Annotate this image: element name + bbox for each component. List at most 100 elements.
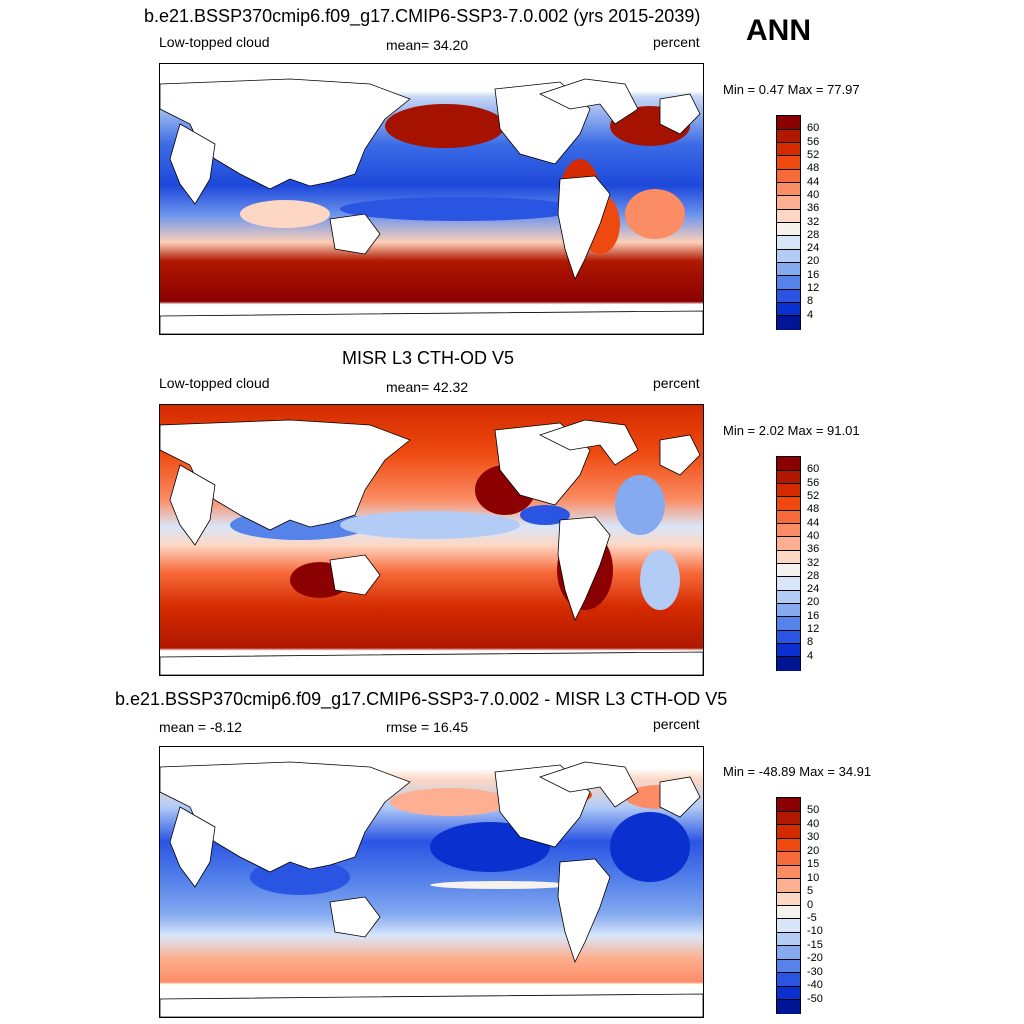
colorbar-label: 36 bbox=[807, 543, 820, 556]
colorbar-swatch bbox=[777, 536, 800, 551]
colorbar-tick bbox=[777, 824, 800, 826]
colorbar-swatch bbox=[777, 798, 800, 812]
panel-1-map bbox=[159, 63, 704, 335]
colorbar-label: 48 bbox=[807, 503, 820, 516]
colorbar-label: 5 bbox=[807, 885, 814, 898]
colorbar-label: -5 bbox=[807, 911, 817, 924]
panel-2-mean-label: mean= 42.32 bbox=[386, 379, 469, 395]
colorbar-swatch bbox=[777, 959, 800, 974]
colorbar-tick bbox=[777, 972, 800, 974]
colorbar-tick bbox=[777, 195, 800, 197]
colorbar-swatch bbox=[777, 972, 800, 987]
colorbar-swatch bbox=[777, 603, 800, 618]
colorbar-label: 12 bbox=[807, 623, 820, 636]
colorbar-label: 44 bbox=[807, 175, 820, 188]
panel-1-units-label: percent bbox=[653, 34, 700, 50]
colorbar-tick bbox=[777, 999, 800, 1001]
colorbar-label: 40 bbox=[807, 529, 820, 542]
colorbar-swatch bbox=[777, 932, 800, 947]
colorbar-label: 28 bbox=[807, 228, 820, 241]
colorbar-label: 8 bbox=[807, 636, 814, 649]
panel-3-colorbar bbox=[776, 797, 801, 1014]
colorbar-swatch bbox=[777, 616, 800, 631]
colorbar-swatch bbox=[777, 590, 800, 604]
colorbar-label: -20 bbox=[807, 952, 823, 965]
colorbar-tick bbox=[777, 182, 800, 184]
colorbar-swatch bbox=[777, 222, 800, 237]
panel-1-minmax: Min = 0.47 Max = 77.97 bbox=[723, 82, 860, 97]
colorbar-label: 4 bbox=[807, 649, 814, 662]
colorbar-label: -15 bbox=[807, 938, 823, 951]
colorbar-swatch bbox=[777, 302, 800, 317]
colorbar-tick bbox=[777, 168, 800, 170]
colorbar-swatch bbox=[777, 275, 800, 290]
colorbar-label: 12 bbox=[807, 282, 820, 295]
colorbar-label: 60 bbox=[807, 122, 820, 135]
panel-3-minmax: Min = -48.89 Max = 34.91 bbox=[723, 764, 872, 779]
colorbar-label: 0 bbox=[807, 898, 814, 911]
panel-3-rmse-label: rmse = 16.45 bbox=[386, 719, 469, 735]
colorbar-tick bbox=[777, 985, 800, 987]
colorbar-swatch bbox=[777, 643, 800, 658]
colorbar-tick bbox=[777, 275, 800, 277]
colorbar-label: 40 bbox=[807, 188, 820, 201]
panel-3-continents bbox=[160, 761, 703, 1017]
colorbar-tick bbox=[777, 222, 800, 223]
colorbar-label: 52 bbox=[807, 489, 820, 502]
colorbar-tick bbox=[777, 301, 800, 303]
colorbar-swatch bbox=[777, 523, 800, 538]
panel-1-colorbar bbox=[776, 115, 801, 330]
colorbar-swatch bbox=[777, 129, 800, 144]
colorbar-swatch bbox=[777, 262, 800, 277]
colorbar-tick bbox=[777, 483, 800, 485]
colorbar-swatch bbox=[777, 142, 800, 157]
colorbar-tick bbox=[777, 589, 800, 591]
colorbar-swatch bbox=[777, 510, 800, 525]
colorbar-tick bbox=[777, 496, 800, 498]
colorbar-tick bbox=[777, 155, 800, 157]
colorbar-swatch bbox=[777, 905, 800, 920]
colorbar-tick bbox=[777, 261, 800, 263]
colorbar-swatch bbox=[777, 496, 800, 511]
colorbar-swatch bbox=[777, 470, 800, 485]
colorbar-tick bbox=[777, 918, 800, 920]
colorbar-swatch bbox=[777, 656, 800, 671]
colorbar-swatch bbox=[777, 838, 800, 853]
colorbar-label: 50 bbox=[807, 804, 820, 817]
colorbar-tick bbox=[777, 616, 800, 618]
panel-2-map bbox=[159, 404, 704, 676]
panel-2-title: MISR L3 CTH-OD V5 bbox=[342, 348, 515, 368]
colorbar-label: 32 bbox=[807, 215, 820, 228]
colorbar-tick bbox=[777, 536, 800, 538]
colorbar-swatch bbox=[777, 630, 800, 644]
panel-3-mean-label: mean = -8.12 bbox=[159, 719, 242, 735]
colorbar-swatch bbox=[777, 182, 800, 197]
season-label: ANN bbox=[746, 14, 811, 47]
colorbar-tick bbox=[777, 864, 800, 866]
colorbar-label: 48 bbox=[807, 162, 820, 175]
colorbar-tick bbox=[777, 142, 800, 144]
panel-2-minmax: Min = 2.02 Max = 91.01 bbox=[723, 423, 860, 438]
panel-2-left-label: Low-topped cloud bbox=[159, 375, 270, 391]
colorbar-swatch bbox=[777, 483, 800, 498]
colorbar-swatch bbox=[777, 249, 800, 263]
colorbar-label: 52 bbox=[807, 148, 820, 161]
colorbar-swatch bbox=[777, 824, 800, 839]
colorbar-tick bbox=[777, 576, 800, 578]
panel-1-mean-label: mean= 34.20 bbox=[386, 37, 469, 53]
colorbar-swatch bbox=[777, 550, 800, 564]
colorbar-swatch bbox=[777, 851, 800, 866]
panel-3-title: b.e21.BSSP370cmip6.f09_g17.CMIP6-SSP3-7.… bbox=[115, 689, 728, 709]
colorbar-swatch bbox=[777, 563, 800, 578]
colorbar-swatch bbox=[777, 315, 800, 330]
colorbar-tick bbox=[777, 315, 800, 317]
panel-2-continents bbox=[160, 419, 703, 675]
colorbar-tick bbox=[777, 851, 800, 853]
colorbar-label: 36 bbox=[807, 202, 820, 215]
colorbar-tick bbox=[777, 878, 800, 880]
colorbar-swatch bbox=[777, 576, 800, 591]
colorbar-label: 24 bbox=[807, 583, 820, 596]
panel-2-units-label: percent bbox=[653, 375, 700, 391]
colorbar-label: 60 bbox=[807, 463, 820, 476]
colorbar-label: 32 bbox=[807, 556, 820, 569]
